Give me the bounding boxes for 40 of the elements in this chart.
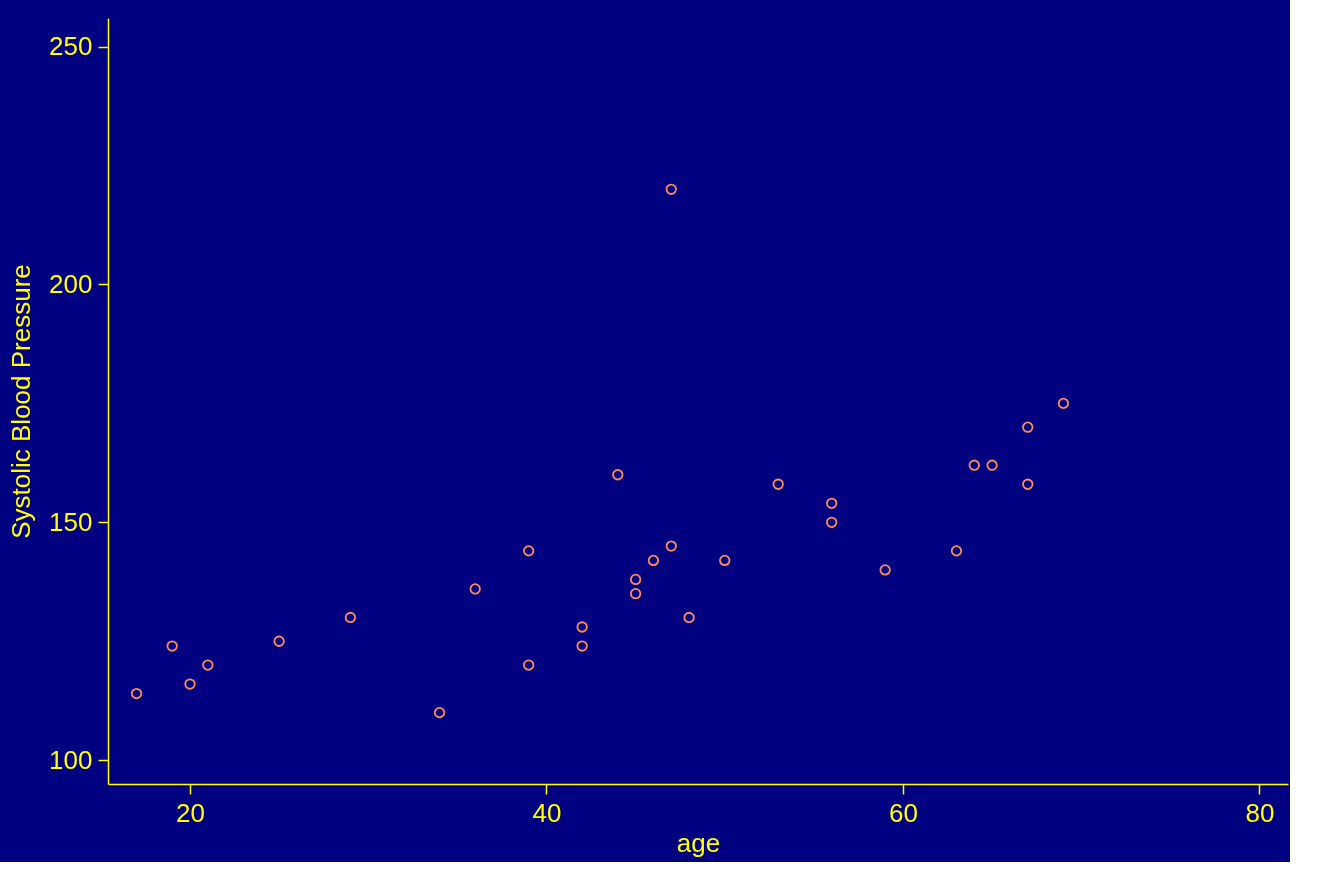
point bbox=[576, 621, 588, 633]
point bbox=[523, 545, 535, 557]
x-axis-title: age bbox=[676, 827, 721, 858]
y-tick-label: 250 bbox=[49, 31, 93, 62]
point bbox=[202, 659, 214, 671]
point bbox=[629, 573, 642, 586]
y-tick-label: 150 bbox=[49, 506, 93, 537]
x-tick-label: 20 bbox=[176, 797, 205, 828]
point bbox=[683, 611, 695, 624]
point bbox=[1022, 478, 1034, 490]
point bbox=[576, 640, 588, 652]
y-tick-label: 100 bbox=[49, 744, 93, 775]
point bbox=[826, 516, 838, 528]
point bbox=[665, 183, 677, 195]
y-axis-title: Systolic Blood Pressure bbox=[6, 264, 37, 539]
point bbox=[184, 678, 196, 690]
point bbox=[166, 640, 178, 652]
point bbox=[986, 459, 998, 471]
point bbox=[469, 583, 481, 595]
point bbox=[433, 707, 446, 719]
point bbox=[344, 611, 357, 624]
point bbox=[273, 635, 285, 647]
x-tick-label: 80 bbox=[1245, 797, 1275, 828]
x-tick-label: 60 bbox=[889, 797, 918, 828]
point bbox=[879, 564, 891, 576]
point bbox=[523, 659, 535, 671]
point bbox=[629, 588, 642, 600]
point bbox=[950, 545, 963, 557]
x-tick-label: 40 bbox=[532, 797, 562, 828]
point bbox=[665, 540, 677, 552]
point bbox=[130, 687, 143, 700]
point bbox=[826, 497, 838, 509]
y-tick-label: 200 bbox=[49, 268, 93, 299]
point bbox=[1022, 421, 1034, 433]
point bbox=[772, 478, 784, 490]
point bbox=[647, 554, 660, 567]
point bbox=[1057, 397, 1070, 410]
point bbox=[968, 459, 980, 471]
point bbox=[612, 469, 624, 481]
point bbox=[719, 554, 731, 567]
